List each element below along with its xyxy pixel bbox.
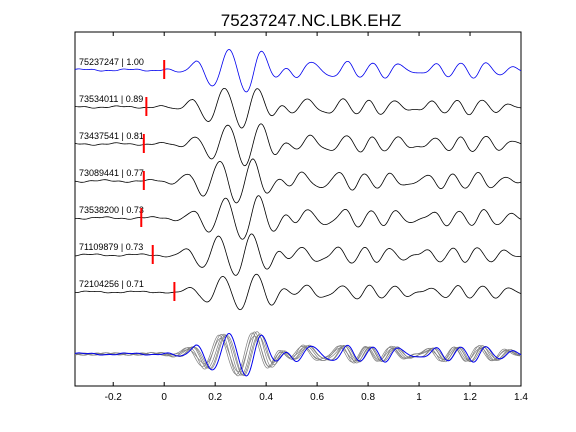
plot-frame [74, 31, 522, 387]
overlay-trace-line [74, 332, 522, 377]
trace-line [74, 233, 522, 276]
trace-line [74, 87, 522, 129]
overlay-trace-line [74, 331, 522, 377]
x-tick-label: 1 [416, 392, 422, 403]
overlay-stack [74, 331, 522, 377]
x-tick-label: 0.2 [208, 392, 222, 403]
trace-label: 75237247 | 1.00 [79, 57, 144, 67]
x-tick-label: 0.8 [361, 392, 375, 403]
trace-label: 73437541 | 0.81 [79, 131, 144, 141]
trace-label: 73538200 | 0.73 [79, 205, 144, 215]
x-tick-label: 0.4 [259, 392, 273, 403]
trace-label: 73089441 | 0.77 [79, 168, 144, 178]
trace-label: 71109879 | 0.73 [79, 242, 143, 252]
trace-line [74, 195, 522, 240]
x-axis: -0.2 0 0.2 0.4 0.6 0.8 1 1.2 1.4 [105, 32, 528, 403]
trace-line [74, 49, 522, 93]
trace-line [75, 273, 522, 311]
trace-label: 73534011 | 0.89 [79, 94, 143, 104]
chart-title: 75237247.NC.LBK.EHZ [221, 11, 402, 30]
trace-line [74, 158, 522, 204]
x-tick-label: 1.2 [463, 392, 477, 403]
trace-stack: 75237247 | 1.00 73534011 | 0.89 73437541 |… [74, 49, 522, 311]
x-tick-label: -0.2 [105, 392, 123, 403]
x-tick-label: 1.4 [514, 392, 528, 403]
trace-label: 72104256 | 0.71 [79, 279, 144, 289]
trace-line [74, 123, 522, 167]
x-tick-label: 0 [161, 392, 167, 403]
x-tick-label: 0.6 [310, 392, 324, 403]
